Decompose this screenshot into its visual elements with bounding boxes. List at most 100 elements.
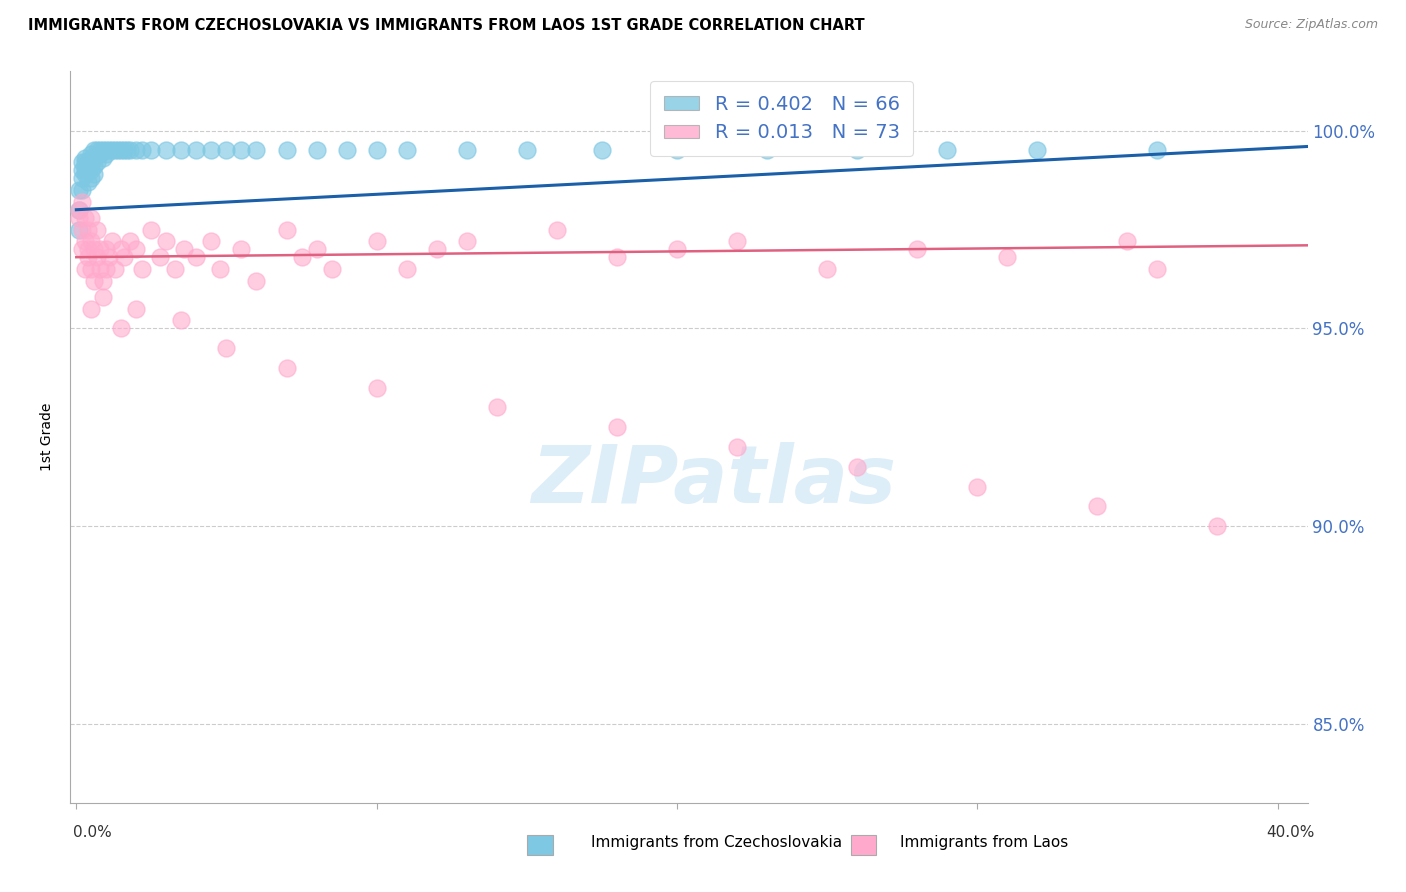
Point — [131, 262, 153, 277]
Point — [305, 144, 328, 158]
Point — [112, 250, 135, 264]
Point — [395, 144, 418, 158]
Point — [120, 144, 142, 158]
Text: 40.0%: 40.0% — [1267, 825, 1315, 840]
Point — [456, 144, 478, 158]
Point — [77, 159, 100, 173]
Point — [104, 144, 127, 158]
Point — [905, 242, 928, 256]
Point — [77, 155, 100, 169]
Point — [276, 222, 298, 236]
Point — [141, 144, 163, 158]
Point — [89, 144, 111, 158]
Point — [72, 171, 94, 186]
Point — [426, 242, 449, 256]
Point — [1146, 262, 1168, 277]
Point — [86, 250, 108, 264]
Point — [173, 242, 195, 256]
Point — [86, 222, 108, 236]
Point — [96, 242, 118, 256]
Point — [125, 301, 148, 316]
Text: 0.0%: 0.0% — [73, 825, 112, 840]
Point — [170, 313, 193, 327]
Point — [120, 235, 142, 249]
Point — [75, 155, 97, 169]
Point — [72, 242, 94, 256]
Point — [67, 211, 90, 225]
Point — [72, 222, 94, 236]
Point — [110, 321, 132, 335]
Point — [77, 222, 100, 236]
Point — [1206, 519, 1229, 533]
Point — [936, 144, 959, 158]
Point — [141, 222, 163, 236]
Point — [606, 250, 628, 264]
Point — [96, 147, 118, 161]
Point — [456, 235, 478, 249]
Point — [98, 144, 121, 158]
Point — [80, 235, 103, 249]
Point — [231, 242, 253, 256]
Point — [83, 152, 105, 166]
Point — [846, 144, 869, 158]
Point — [846, 459, 869, 474]
Point — [98, 250, 121, 264]
Point — [72, 163, 94, 178]
Point — [83, 242, 105, 256]
Point — [83, 159, 105, 173]
Point — [77, 250, 100, 264]
Point — [117, 144, 139, 158]
Point — [336, 144, 359, 158]
Point — [366, 381, 388, 395]
Point — [155, 235, 177, 249]
Point — [321, 262, 343, 277]
Point — [107, 144, 129, 158]
Point — [131, 144, 153, 158]
Point — [89, 147, 111, 161]
Point — [276, 144, 298, 158]
Point — [67, 202, 90, 217]
Point — [1146, 144, 1168, 158]
Point — [89, 242, 111, 256]
Point — [72, 183, 94, 197]
Text: ZIPatlas: ZIPatlas — [531, 442, 896, 520]
Point — [125, 242, 148, 256]
Point — [86, 144, 108, 158]
Point — [101, 144, 124, 158]
Point — [110, 242, 132, 256]
Point — [110, 144, 132, 158]
Point — [200, 144, 222, 158]
Point — [83, 274, 105, 288]
Point — [231, 144, 253, 158]
Point — [1026, 144, 1049, 158]
Point — [209, 262, 232, 277]
Point — [77, 163, 100, 178]
Point — [186, 144, 208, 158]
Point — [80, 262, 103, 277]
Point — [215, 144, 238, 158]
Point — [67, 183, 90, 197]
Point — [80, 301, 103, 316]
Point — [75, 262, 97, 277]
Point — [245, 274, 267, 288]
Point — [366, 235, 388, 249]
Point — [215, 341, 238, 355]
Point — [245, 144, 267, 158]
Point — [186, 250, 208, 264]
Point — [104, 262, 127, 277]
Point — [200, 235, 222, 249]
Point — [67, 222, 90, 236]
Text: Immigrants from Czechoslovakia: Immigrants from Czechoslovakia — [591, 836, 842, 850]
Point — [725, 235, 748, 249]
Point — [86, 155, 108, 169]
Point — [72, 155, 94, 169]
Point — [170, 144, 193, 158]
Point — [96, 262, 118, 277]
Point — [149, 250, 172, 264]
Point — [75, 235, 97, 249]
Point — [665, 144, 688, 158]
Point — [80, 155, 103, 169]
Point — [1085, 500, 1108, 514]
Point — [67, 202, 90, 217]
Point — [101, 235, 124, 249]
